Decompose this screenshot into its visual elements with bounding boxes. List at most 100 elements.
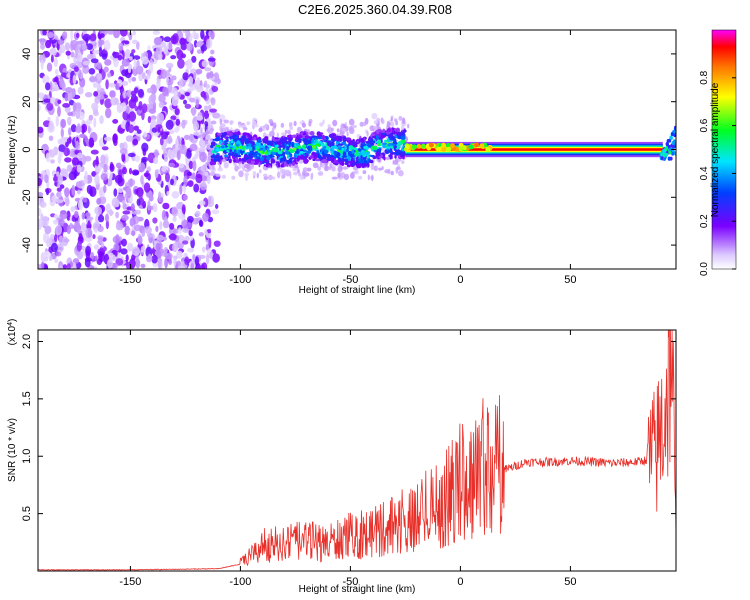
- edge-blob: [672, 139, 676, 144]
- band-blob: [254, 158, 260, 164]
- noise-blob: [171, 75, 177, 81]
- band-blob: [344, 145, 347, 150]
- noise-blob: [92, 234, 96, 240]
- halo-blob: [215, 173, 221, 177]
- halo-blob: [271, 127, 275, 133]
- band-blob: [330, 141, 335, 146]
- noise-blob: [121, 58, 130, 67]
- noise-blob: [208, 237, 212, 249]
- noise-blob: [114, 174, 123, 184]
- noise-blob: [193, 131, 201, 136]
- noise-blob: [178, 265, 186, 269]
- noise-blob: [100, 173, 108, 181]
- noise-blob: [43, 256, 49, 262]
- noise-blob: [83, 178, 88, 184]
- noise-blob: [57, 190, 62, 199]
- band-blob: [210, 144, 214, 149]
- noise-blob: [189, 234, 194, 241]
- band-blob: [237, 131, 241, 136]
- band-blob: [302, 137, 309, 143]
- line-x-tick-label: -100: [229, 576, 251, 588]
- noise-blob: [40, 213, 44, 221]
- noise-blob: [105, 107, 112, 119]
- band-blob: [369, 159, 374, 164]
- noise-blob: [170, 115, 177, 121]
- noise-blob: [191, 107, 196, 117]
- halo-blob: [390, 170, 394, 176]
- noise-blob: [63, 238, 70, 243]
- band-blob: [256, 154, 260, 157]
- band-blob: [341, 141, 347, 144]
- line-frame: [37, 329, 677, 572]
- edge-blob: [668, 150, 672, 155]
- noise-blob: [58, 235, 64, 244]
- band-blob: [217, 132, 222, 136]
- line-blob: [479, 143, 485, 149]
- noise-blob: [40, 43, 45, 50]
- noise-blob: [156, 79, 161, 90]
- noise-blob: [154, 37, 163, 46]
- line-blob: [468, 144, 474, 150]
- band-blob: [273, 147, 278, 150]
- band-blob: [351, 141, 355, 146]
- band-blob: [278, 144, 282, 148]
- noise-blob: [84, 135, 88, 143]
- noise-blob: [47, 32, 55, 38]
- halo-blob: [390, 117, 393, 122]
- edge-blob: [660, 152, 664, 157]
- noise-blob: [194, 256, 200, 267]
- noise-blob: [66, 210, 71, 221]
- noise-blob: [184, 235, 190, 242]
- noise-blob: [128, 32, 133, 41]
- band-blob: [363, 145, 369, 150]
- halo-blob: [256, 172, 260, 179]
- halo-blob: [336, 128, 340, 133]
- halo-blob: [244, 174, 249, 182]
- noise-blob: [45, 82, 51, 91]
- noise-blob: [204, 67, 212, 72]
- noise-blob: [168, 41, 173, 50]
- noise-blob: [163, 36, 172, 43]
- noise-blob: [125, 135, 134, 142]
- noise-blob: [57, 138, 63, 145]
- noise-blob: [128, 111, 137, 122]
- noise-blob: [48, 135, 54, 141]
- noise-blob: [98, 39, 105, 46]
- line-blob: [420, 143, 426, 149]
- band-blob: [295, 143, 300, 146]
- noise-blob: [76, 240, 82, 252]
- noise-blob: [128, 152, 136, 158]
- noise-blob: [76, 123, 81, 134]
- noise-blob: [132, 138, 139, 146]
- noise-blob: [50, 242, 58, 253]
- noise-blob: [188, 230, 193, 237]
- noise-blob: [137, 235, 143, 246]
- noise-blob: [124, 40, 130, 45]
- noise-blob: [58, 44, 66, 54]
- noise-blob: [103, 163, 108, 173]
- halo-blob: [324, 165, 329, 172]
- heatmap-y-tick-label: 20: [21, 96, 33, 108]
- band-blob: [351, 148, 355, 154]
- noise-blob: [164, 155, 168, 163]
- halo-blob: [358, 175, 363, 180]
- halo-blob: [395, 167, 399, 174]
- band-blob: [321, 142, 325, 147]
- band-blob: [378, 137, 383, 140]
- band-blob: [402, 129, 407, 133]
- noise-blob: [165, 62, 174, 69]
- band-blob: [302, 132, 307, 136]
- noise-blob: [56, 199, 64, 204]
- noise-blob: [188, 76, 194, 85]
- band-blob: [279, 138, 286, 144]
- noise-blob: [210, 30, 215, 40]
- noise-blob: [162, 86, 169, 97]
- band-blob: [346, 137, 351, 141]
- noise-blob: [197, 40, 204, 46]
- band-blob: [224, 154, 228, 158]
- halo-blob: [326, 128, 330, 132]
- noise-blob: [194, 210, 201, 217]
- noise-blob: [49, 96, 56, 104]
- noise-blob: [81, 123, 88, 133]
- edge-blob: [663, 153, 667, 158]
